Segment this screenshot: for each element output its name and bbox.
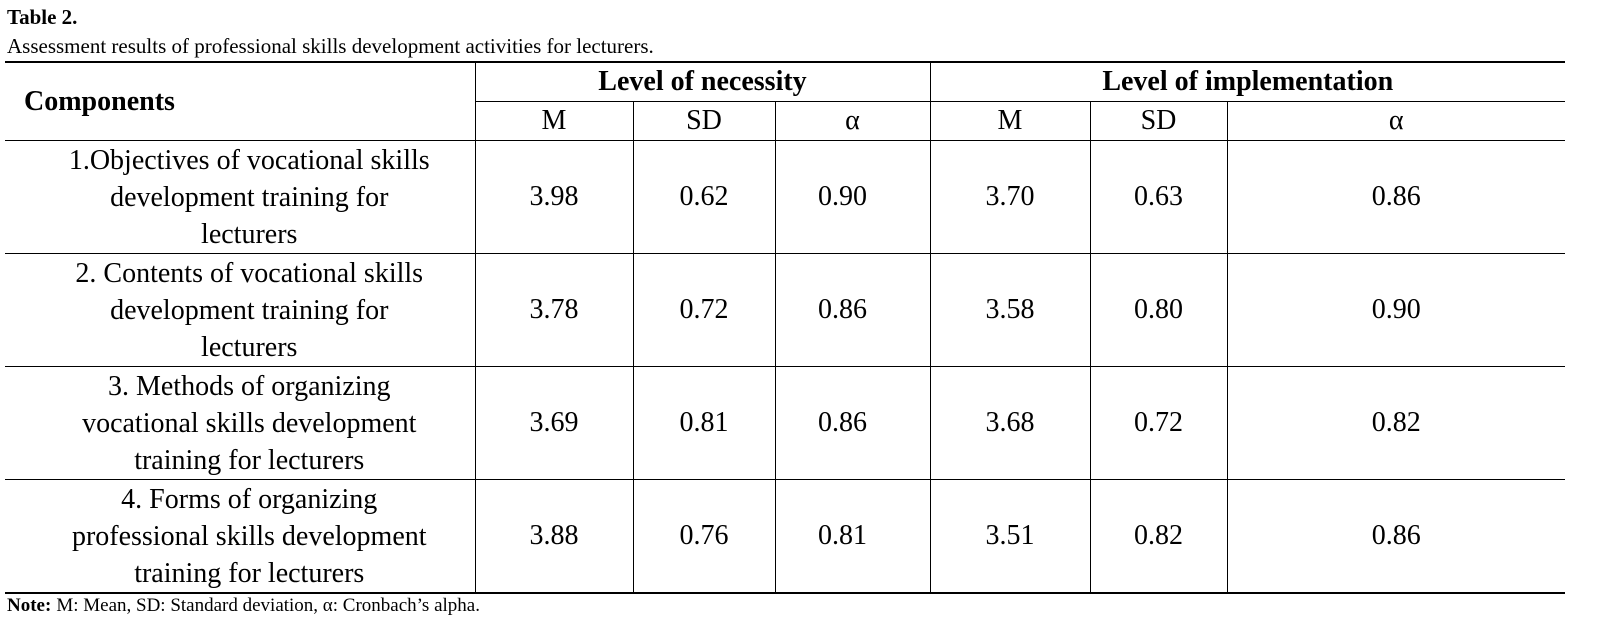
cell: 0.86 [774,253,930,367]
cell: 0.81 [632,366,775,480]
cell: 0.80 [1089,253,1227,367]
label-line: professional skills development [71,520,427,552]
table-row: 4. Forms of organizing professional skill… [5,479,1566,594]
cell: 0.76 [632,479,775,594]
group-header: Level of implementation [929,61,1566,102]
table-caption: Assessment results of professional skill… [7,34,654,58]
cell: 0.86 [774,366,930,480]
subheader: M [929,101,1090,141]
cell: 3.88 [474,479,633,594]
column-header: Components [5,61,475,141]
subheader-row: M SD α M SD α [5,101,1566,141]
subheader: SD [632,101,775,141]
table-title: Table 2. [7,5,78,29]
cell: 0.72 [1089,366,1227,480]
table: Components Level of necessity Level of i… [5,61,1566,594]
label-line: training for lecturers [134,444,365,476]
label-line: 1.Objectives of vocational skills [68,144,430,176]
cell: 3.58 [929,253,1090,367]
row-label: 4. Forms of organizing professional skill… [5,479,475,594]
label-line: 4. Forms of organizing [121,483,378,515]
cell: 0.86 [1226,140,1566,254]
subheader: SD [1089,101,1227,141]
table-row: 2. Contents of vocational skills developm… [5,253,1566,367]
label-line: 2. Contents of vocational skills [75,257,424,289]
cell: 3.51 [929,479,1090,594]
note-label: Note: [7,595,52,616]
table-row: 3. Methods of organizing vocational skill… [5,366,1566,480]
row-label: 2. Contents of vocational skills developm… [5,253,475,367]
cell: 0.90 [774,140,930,254]
table-body: 1.Objectives of vocational skills develop… [5,140,1566,594]
cell: 3.70 [929,140,1090,254]
table-row: 1.Objectives of vocational skills develop… [5,140,1566,254]
label-line: lecturers [201,218,298,250]
subheader: α [774,101,930,141]
cell: 3.68 [929,366,1090,480]
cell: 0.90 [1226,253,1566,367]
cell: 0.81 [774,479,930,594]
cell: 0.62 [632,140,775,254]
label-line: development training for [110,181,389,213]
row-label: 1.Objectives of vocational skills develop… [5,140,475,254]
group-header: Level of necessity [474,61,930,102]
cell: 3.69 [474,366,633,480]
subheader: M [474,101,633,141]
cell: 0.86 [1226,479,1566,594]
table-note: Note: M: Mean, SD: Standard deviation, α:… [7,595,480,617]
row-label: 3. Methods of organizing vocational skill… [5,366,475,480]
label-line: development training for [110,294,389,326]
subheader: α [1226,101,1566,141]
label-line: lecturers [201,331,298,363]
label-line: training for lecturers [134,557,365,589]
cell: 3.98 [474,140,633,254]
cell: 0.63 [1089,140,1227,254]
label-line: 3. Methods of organizing [107,370,391,402]
cell: 3.78 [474,253,633,367]
cell: 0.82 [1089,479,1227,594]
note-text: M: Mean, SD: Standard deviation, α: Cron… [56,595,480,616]
cell: 0.82 [1226,366,1566,480]
label-line: vocational skills development [82,407,417,439]
cell: 0.72 [632,253,775,367]
